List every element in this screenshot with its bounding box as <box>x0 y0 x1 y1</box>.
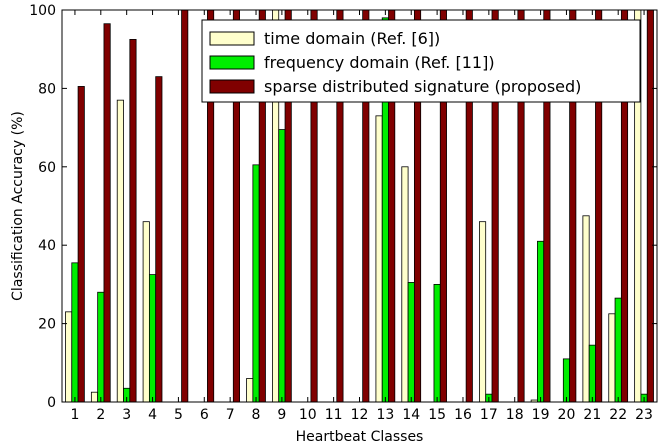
y-axis-label: Classification Accuracy (%) <box>10 111 26 301</box>
x-tick-label: 12 <box>351 407 369 423</box>
bar-series-3-class-2 <box>103 23 111 403</box>
x-tick-label: 11 <box>325 407 343 423</box>
y-tick-label: 20 <box>38 317 56 333</box>
legend-label-frequency-domain: frequency domain (Ref. [11]) <box>264 53 495 72</box>
x-tick-label: 23 <box>635 407 653 423</box>
bar-series-2-class-21 <box>588 344 596 403</box>
x-tick-label: 5 <box>174 407 183 423</box>
bar-series-2-class-22 <box>614 297 622 403</box>
x-tick-label: 7 <box>226 407 235 423</box>
legend: time domain (Ref. [6]) frequency domain … <box>201 19 641 103</box>
bar-series-2-class-8 <box>252 164 260 403</box>
bar-series-1-class-2 <box>90 391 99 403</box>
bar-series-1-class-17 <box>478 221 487 403</box>
bar-series-1-class-1 <box>65 311 73 403</box>
bar-series-3-class-5 <box>181 9 189 403</box>
bars-group <box>65 9 654 403</box>
x-tick-label: 13 <box>376 407 394 423</box>
legend-label-time-domain: time domain (Ref. [6]) <box>264 29 440 48</box>
x-tick-label: 19 <box>532 407 550 423</box>
x-tick-label: 1 <box>70 407 79 423</box>
x-tick-label: 15 <box>428 407 446 423</box>
bar-series-2-class-4 <box>148 274 157 403</box>
bar-series-2-class-1 <box>71 262 79 403</box>
bar-series-3-class-3 <box>129 39 137 403</box>
x-tick-label: 16 <box>454 407 472 423</box>
bar-series-3-class-4 <box>155 76 163 403</box>
bar-series-2-class-9 <box>278 129 286 403</box>
bar-series-3-class-23 <box>646 9 654 403</box>
x-tick-label: 21 <box>583 407 601 423</box>
legend-swatch-time-domain <box>209 31 255 46</box>
bar-series-2-class-15 <box>433 283 441 403</box>
bar-series-2-class-2 <box>97 291 105 403</box>
y-tick-label: 40 <box>38 238 56 254</box>
legend-swatch-frequency-domain <box>209 55 255 70</box>
x-tick-label: 14 <box>402 407 420 423</box>
y-tick-label: 80 <box>38 81 56 97</box>
bar-series-1-class-14 <box>401 166 409 403</box>
bar-series-1-class-4 <box>142 221 150 403</box>
x-tick-label: 6 <box>200 407 209 423</box>
bar-series-1-class-3 <box>116 99 124 403</box>
legend-label-sparse-signature: sparse distributed signature (proposed) <box>264 77 581 96</box>
x-tick-label: 9 <box>277 407 286 423</box>
x-tick-label: 3 <box>122 407 131 423</box>
x-tick-label: 18 <box>506 407 524 423</box>
legend-box <box>201 19 641 103</box>
x-tick-label: 17 <box>480 407 498 423</box>
x-tick-label: 10 <box>299 407 317 423</box>
x-tick-label: 22 <box>609 407 627 423</box>
bar-series-1-class-13 <box>375 115 383 403</box>
bar-series-2-class-20 <box>562 358 571 403</box>
x-tick-label: 2 <box>96 407 105 423</box>
y-tick-label: 0 <box>47 395 56 411</box>
y-tick-label: 100 <box>29 3 56 19</box>
bar-series-1-class-8 <box>246 378 254 403</box>
bar-series-1-class-22 <box>608 313 616 403</box>
x-tick-label: 20 <box>558 407 576 423</box>
bar-series-2-class-19 <box>537 240 545 403</box>
bar-series-3-class-1 <box>77 86 85 403</box>
legend-swatch-sparse-signature <box>209 79 255 94</box>
x-tick-label: 4 <box>148 407 157 423</box>
y-tick-label: 60 <box>38 160 56 176</box>
x-tick-label: 8 <box>252 407 261 423</box>
x-axis-label: Heartbeat Classes <box>296 429 424 445</box>
bar-series-1-class-21 <box>582 215 590 403</box>
bar-series-2-class-14 <box>407 282 415 403</box>
